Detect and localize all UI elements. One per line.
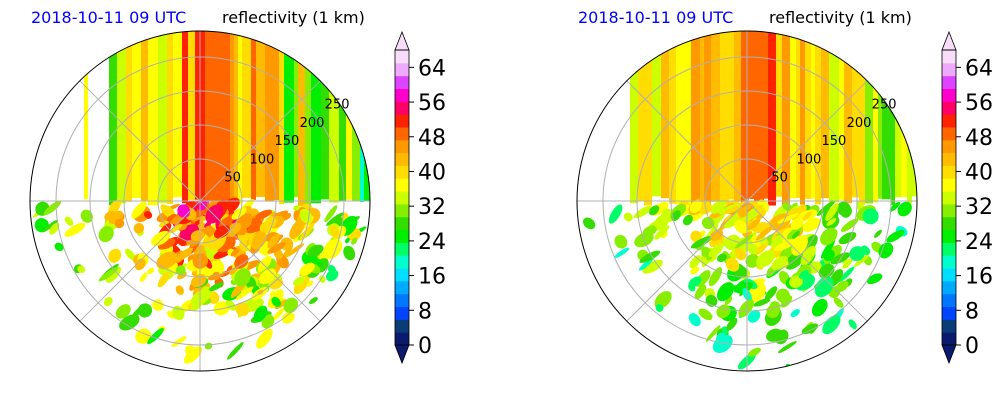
plot-boundary [576,30,918,372]
range-ring-label: 200 [847,116,872,131]
colorbar-tick-label: 48 [965,126,993,151]
panel-right: 2018-10-11 09 UTC reflectivity (1 km) 50… [547,0,1007,401]
colorbar-tick-label: 64 [418,56,446,81]
colorbar-tick-label: 32 [418,195,446,220]
colorbar-tick-label: 48 [418,126,446,151]
reflectivity-field [32,31,370,364]
colorbar-tick-label: 16 [965,265,993,290]
colorbar-tick-label: 0 [418,334,432,359]
colorbar-tick-label: 8 [418,299,432,324]
range-ring-label: 100 [249,152,274,167]
range-ring-label: 150 [822,134,847,149]
colorbar-tick-label: 40 [965,160,993,185]
range-ring-label: 50 [224,170,241,185]
range-ring-label: 250 [872,98,897,113]
panel-date-title: 2018-10-11 09 UTC [578,8,734,27]
colorbar-tick-label: 0 [965,334,979,359]
colorbar: 0 8 16 24 32 40 48 56 64 [941,30,993,365]
range-rings [30,31,370,371]
range-ring-label: 200 [300,116,325,131]
colorbar-tick-label: 56 [965,91,993,116]
colorbar-tick-label: 32 [965,195,993,220]
range-ring-label: 250 [325,98,350,113]
colorbar-tick-label: 24 [965,230,993,255]
panel-left: 2018-10-11 09 UTC reflectivity (1 km) 50… [0,0,480,401]
range-ring-label: 50 [771,170,788,185]
range-ring-label: 100 [796,152,821,167]
colorbar-tick-label: 24 [418,230,446,255]
panel-date-title: 2018-10-11 09 UTC [31,8,187,27]
colorbar-tick-label: 56 [418,91,446,116]
colorbar-tick-label: 8 [965,299,979,324]
range-rings [577,31,917,371]
colorbar-tick-label: 64 [965,56,993,81]
colorbar-tick-label: 40 [418,160,446,185]
panel-variable-title: reflectivity (1 km) [769,8,912,27]
colorbar-tick-label: 16 [418,265,446,290]
range-ring-label: 150 [275,134,300,149]
colorbar: 0 8 16 24 32 40 48 56 64 [394,30,446,365]
plot-boundary [29,30,371,372]
panel-variable-title: reflectivity (1 km) [222,8,365,27]
